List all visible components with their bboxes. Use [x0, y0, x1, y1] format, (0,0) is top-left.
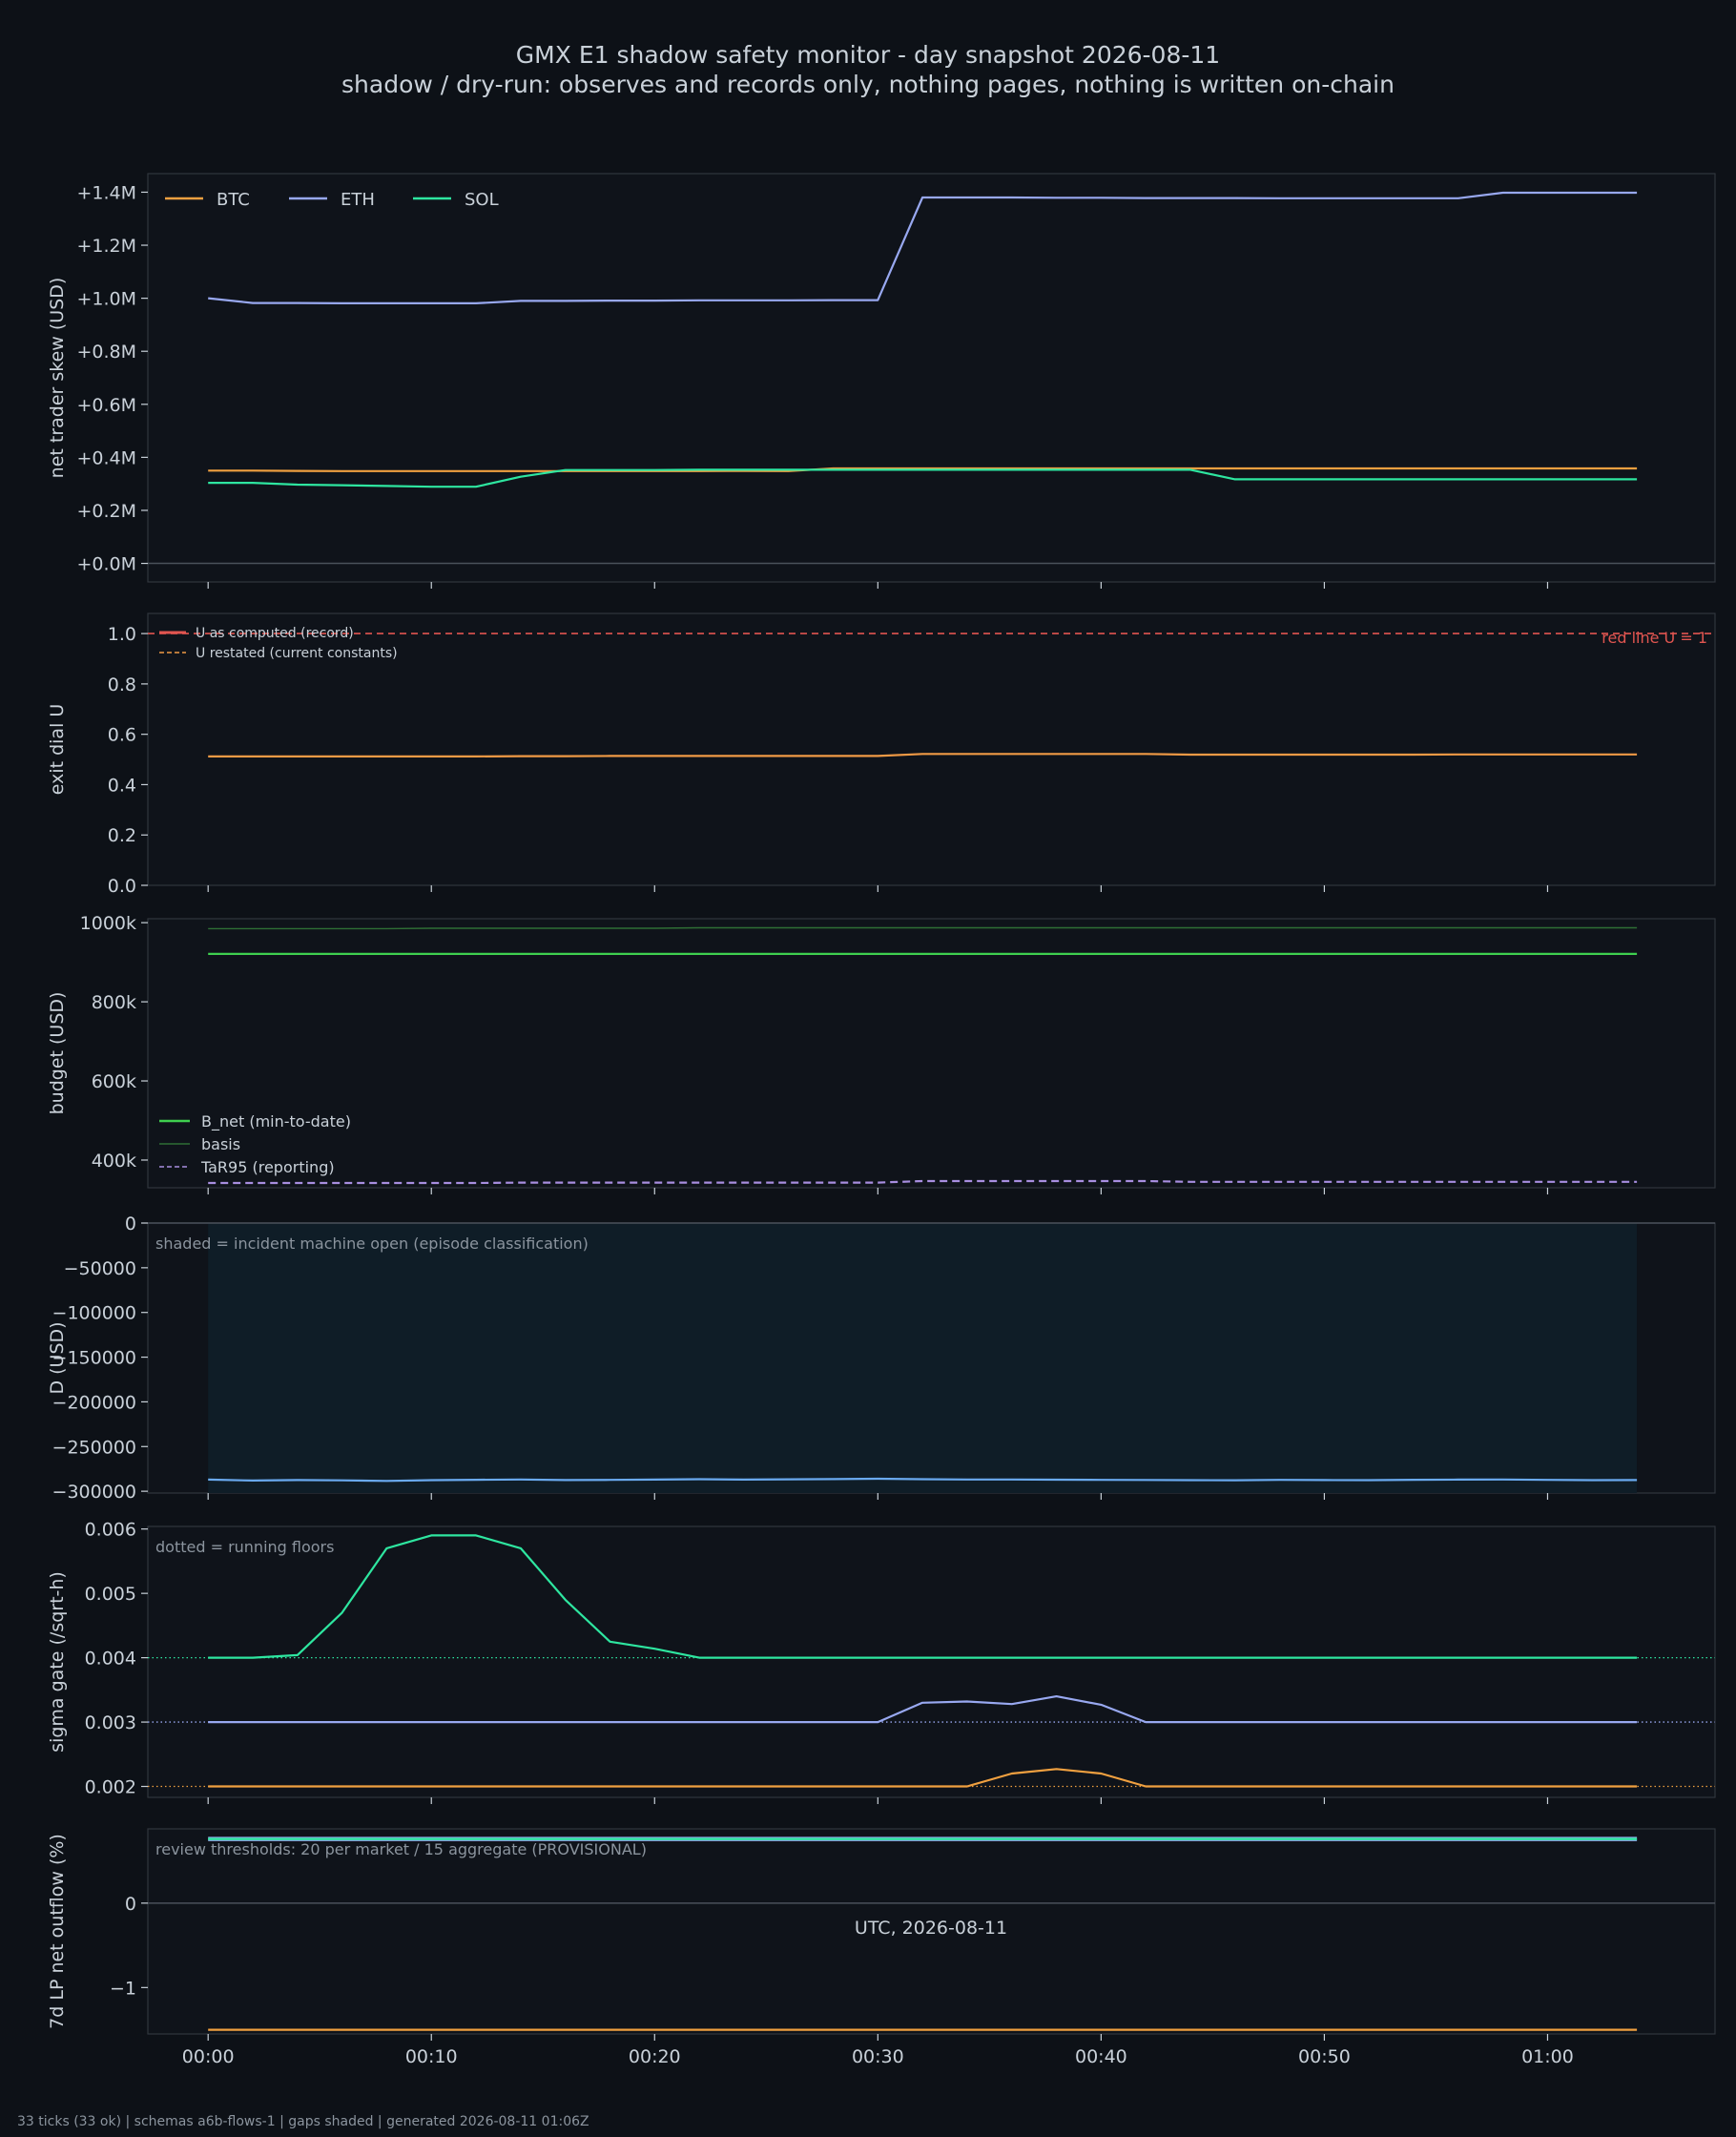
y-tick-label: 0: [125, 1214, 136, 1234]
panel-note: dotted = running floors: [155, 1538, 334, 1556]
panel-skew: +0.0M +0.2M +0.4M +0.6M +0.8M +1.0M +1.2M +1.4M…: [47, 173, 1716, 589]
y-axis-label: budget (USD): [47, 992, 68, 1115]
y-tick-label: 0.003: [85, 1712, 136, 1733]
legend-label: SOL: [465, 190, 499, 210]
figure-subtitle: shadow / dry-run: observes and records o…: [341, 71, 1395, 98]
legend-label: ETH: [341, 190, 375, 210]
x-axis-label: UTC, 2026-08-11: [855, 1918, 1007, 1939]
y-tick-label: 400k: [92, 1151, 136, 1172]
series-line-tar95-reporting-: [208, 1179, 1638, 1185]
legend-label: U as computed (record): [196, 626, 354, 641]
x-tick-label: 00:40: [1075, 2046, 1127, 2067]
series-line-sol: [208, 1534, 1638, 1659]
legend-label: U restated (current constants): [196, 646, 398, 661]
panel-lp: 0 −1 00:00 00:10 00:20 00:30 00:40 00:50 01:00 7d…: [47, 1828, 1716, 2067]
plot-area: [147, 918, 1716, 1189]
y-tick-label: −300000: [52, 1482, 136, 1503]
y-tick-label: +0.2M: [76, 501, 136, 522]
x-tick-label: 01:00: [1521, 2046, 1574, 2067]
x-tick-label: 00:50: [1298, 2046, 1351, 2067]
panel-d: 0 −50000 −100000 −150000 −200000 −250000 −3000…: [47, 1214, 1716, 1503]
y-tick-label: 600k: [92, 1071, 136, 1092]
legend-label: TaR95 (reporting): [200, 1158, 335, 1176]
footer-text: 33 ticks (33 ok) | schemas a6b-flows-1 |…: [17, 2114, 589, 2129]
y-axis-label: exit dial U: [47, 704, 68, 796]
y-tick-label: +0.6M: [76, 395, 136, 416]
y-axis-label: D (USD): [47, 1321, 68, 1394]
y-tick-label: 0.2: [108, 825, 136, 846]
y-axis-label: 7d LP net outflow (%): [47, 1834, 68, 2029]
y-tick-label: 800k: [92, 992, 136, 1013]
y-tick-label: −50000: [64, 1258, 136, 1279]
y-tick-label: +1.0M: [76, 289, 136, 310]
red-line-label: red line U = 1: [1602, 629, 1707, 647]
plot-area: [147, 1828, 1716, 2035]
panel-budget: 400k 600k 800k 1000k budget (USD) B_net (min-…: [47, 913, 1716, 1194]
panel-note: review thresholds: 20 per market / 15 ag…: [155, 1840, 647, 1858]
y-tick-label: 1.0: [108, 624, 136, 645]
y-tick-label: 0.6: [108, 725, 136, 746]
y-tick-label: −100000: [52, 1303, 136, 1324]
y-tick-label: 0.8: [108, 674, 136, 695]
y-tick-label: 0.002: [85, 1777, 136, 1798]
y-tick-label: 1000k: [80, 913, 136, 934]
legend-label: basis: [201, 1135, 240, 1153]
series-line-eth: [208, 191, 1638, 304]
plot-area: [147, 612, 1716, 886]
series-line-eth: [208, 1694, 1638, 1724]
y-tick-label: −1: [110, 1978, 136, 1999]
panel-note: shaded = incident machine open (episode …: [155, 1234, 589, 1253]
y-tick-label: 0.0: [108, 876, 136, 897]
series-line-u-restated-current-constants-: [208, 753, 1638, 758]
series-line-d: [208, 1477, 1638, 1483]
y-tick-label: −200000: [52, 1392, 136, 1413]
x-tick-label: 00:10: [405, 2046, 458, 2067]
y-tick-label: −150000: [52, 1348, 136, 1369]
panel-sigma: 0.002 0.003 0.004 0.005 0.006 sigma gate (/sq…: [47, 1520, 1716, 1804]
y-tick-label: 0.006: [85, 1520, 136, 1541]
figure-title: GMX E1 shadow safety monitor - day snaps…: [516, 41, 1220, 69]
y-axis-label: sigma gate (/sqrt-h): [47, 1571, 68, 1753]
y-tick-label: +0.4M: [76, 447, 136, 468]
panel-exit: 0.0 0.2 0.4 0.6 0.8 1.0 exit dial U red line U …: [47, 612, 1716, 897]
plot-area: [147, 173, 1716, 583]
y-tick-label: 0.4: [108, 775, 136, 796]
x-tick-label: 00:30: [852, 2046, 904, 2067]
series-line-btc: [208, 1768, 1638, 1788]
legend-label: BTC: [217, 190, 250, 210]
y-tick-label: +1.2M: [76, 236, 136, 257]
y-tick-label: +0.8M: [76, 342, 136, 363]
series-line-basis: [208, 926, 1638, 930]
series-line-btc: [208, 467, 1638, 472]
y-tick-label: 0: [125, 1894, 136, 1915]
y-tick-label: 0.005: [85, 1584, 136, 1605]
plot-area: [147, 1525, 1716, 1798]
legend-label: B_net (min-to-date): [201, 1112, 351, 1131]
y-axis-label: net trader skew (USD): [47, 278, 68, 479]
x-tick-label: 00:20: [629, 2046, 681, 2067]
series-line-sol: [208, 468, 1638, 488]
y-tick-label: +0.0M: [76, 554, 136, 575]
chart-panels: +0.0M +0.2M +0.4M +0.6M +0.8M +1.0M +1.2M +1.4M…: [47, 173, 1716, 2067]
x-tick-label: 00:00: [182, 2046, 235, 2067]
y-tick-label: 0.004: [85, 1649, 136, 1670]
y-tick-label: −250000: [52, 1437, 136, 1458]
y-tick-label: +1.4M: [76, 182, 136, 203]
incident-shading: [208, 1223, 1638, 1493]
